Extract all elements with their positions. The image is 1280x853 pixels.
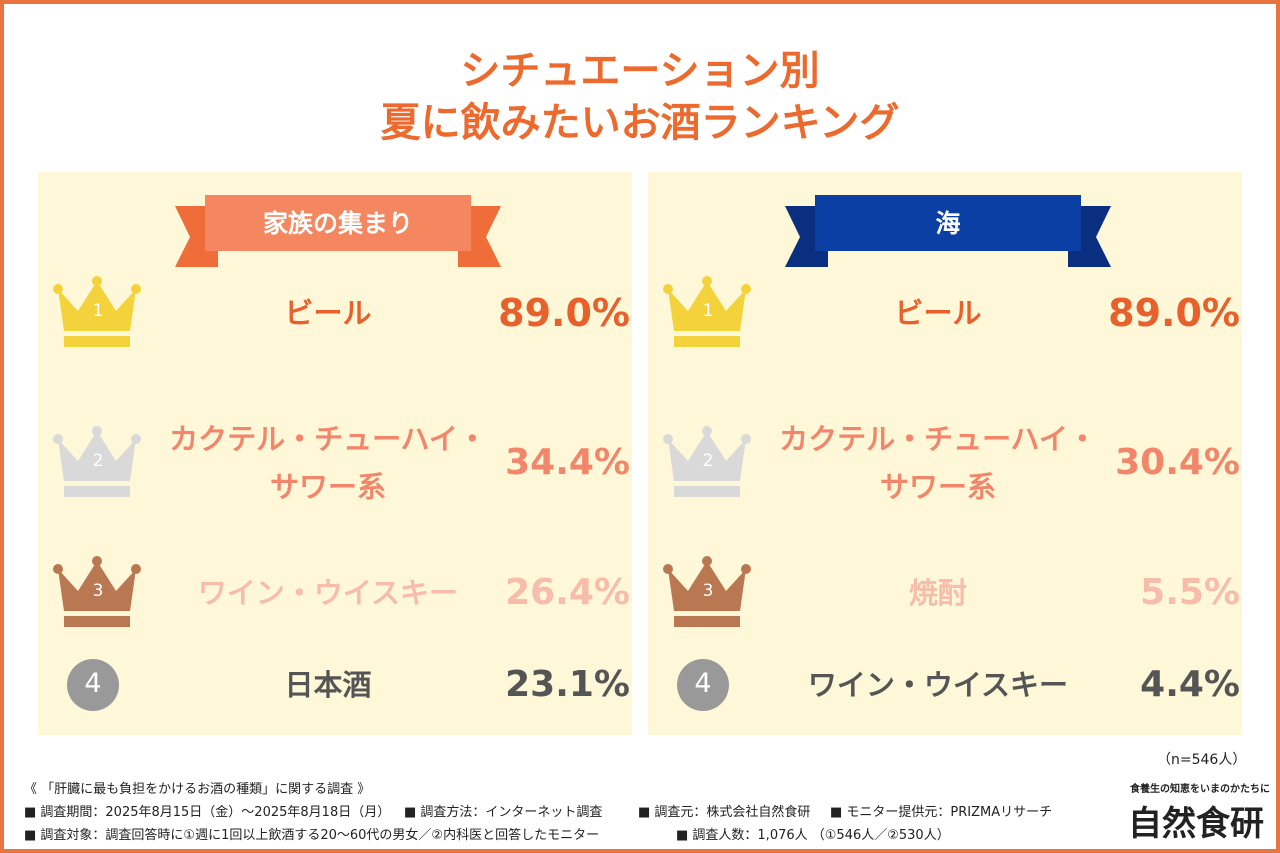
drink-name: ワイン・ウイスキー <box>197 576 459 610</box>
title: シチュエーション別 <box>460 48 820 94</box>
survey-name: 《 「肝臓に最も負担をかけるお酒の種類」に関する調査 》 <box>24 782 371 797</box>
panel-heading: 海 <box>935 209 961 238</box>
ribbon <box>785 195 1111 267</box>
crown <box>53 556 141 627</box>
logo-tagline: 食養生の知恵をいまのかたちに <box>1130 784 1270 795</box>
rank-number: 1 <box>702 301 714 321</box>
percentage: 4.4% <box>1140 664 1240 705</box>
drink-name: サワー系 <box>269 470 386 504</box>
percentage: 34.4% <box>505 442 630 483</box>
drink-name: 日本酒 <box>284 668 372 702</box>
survey-info: ■ 調査人数：1,076人 （①546人／②530人） <box>676 828 950 843</box>
rank-number: 4 <box>694 668 712 699</box>
rank-number: 1 <box>92 301 104 321</box>
percentage: 26.4% <box>505 572 630 613</box>
panel-heading: 家族の集まり <box>262 209 413 238</box>
survey-info: ■ モニター提供元：PRIZMAリサーチ <box>830 805 1053 820</box>
crown <box>663 426 751 497</box>
drink-name: ビール <box>894 296 982 330</box>
survey-info: ■ 調査期間：2025年8月15日（金）～2025年8月18日（月） <box>24 805 391 820</box>
rank-number: 4 <box>84 668 102 699</box>
rank-badge <box>677 659 729 711</box>
ribbon <box>175 195 501 267</box>
sample-size: （n=546人） <box>1157 752 1247 768</box>
panel: 家族の集まり 1 ビール 89.0% 2 カクテル・チューハイ・ サワー系 34.4% 3 ワイン… <box>38 172 632 735</box>
rank-badge <box>67 659 119 711</box>
logo: 自然食研 <box>1128 804 1264 844</box>
percentage: 5.5% <box>1140 572 1240 613</box>
drink-name: カクテル・チューハイ・ <box>169 422 487 456</box>
survey-info: ■ 調査元：株式会社自然食研 <box>638 805 811 820</box>
survey-info: ■ 調査対象：調査回答時に①週に1回以上飲酒する20～60代の男女／②内科医と回… <box>24 828 600 843</box>
rank-number: 3 <box>702 581 714 601</box>
crown <box>53 276 141 347</box>
crown <box>663 556 751 627</box>
rank-number: 2 <box>92 451 104 471</box>
rank-number: 2 <box>702 451 714 471</box>
drink-name: サワー系 <box>879 470 996 504</box>
drink-name: ワイン・ウイスキー <box>807 668 1069 702</box>
drink-name: カクテル・チューハイ・ <box>779 422 1097 456</box>
title: 夏に飲みたいお酒ランキング <box>380 100 900 146</box>
panel: 海 1 ビール 89.0% 2 カクテル・チューハイ・ サワー系 30.4% 3 焼酎 5.5% 4 ワ… <box>648 172 1242 735</box>
crown <box>663 276 751 347</box>
percentage: 89.0% <box>1108 291 1240 335</box>
percentage: 23.1% <box>505 664 630 705</box>
drink-name: 焼酎 <box>908 576 967 610</box>
rank-number: 3 <box>92 581 104 601</box>
crown <box>53 426 141 497</box>
drink-name: ビール <box>284 296 372 330</box>
survey-info: ■ 調査方法：インターネット調査 <box>404 805 603 820</box>
percentage: 30.4% <box>1115 442 1240 483</box>
percentage: 89.0% <box>498 291 630 335</box>
